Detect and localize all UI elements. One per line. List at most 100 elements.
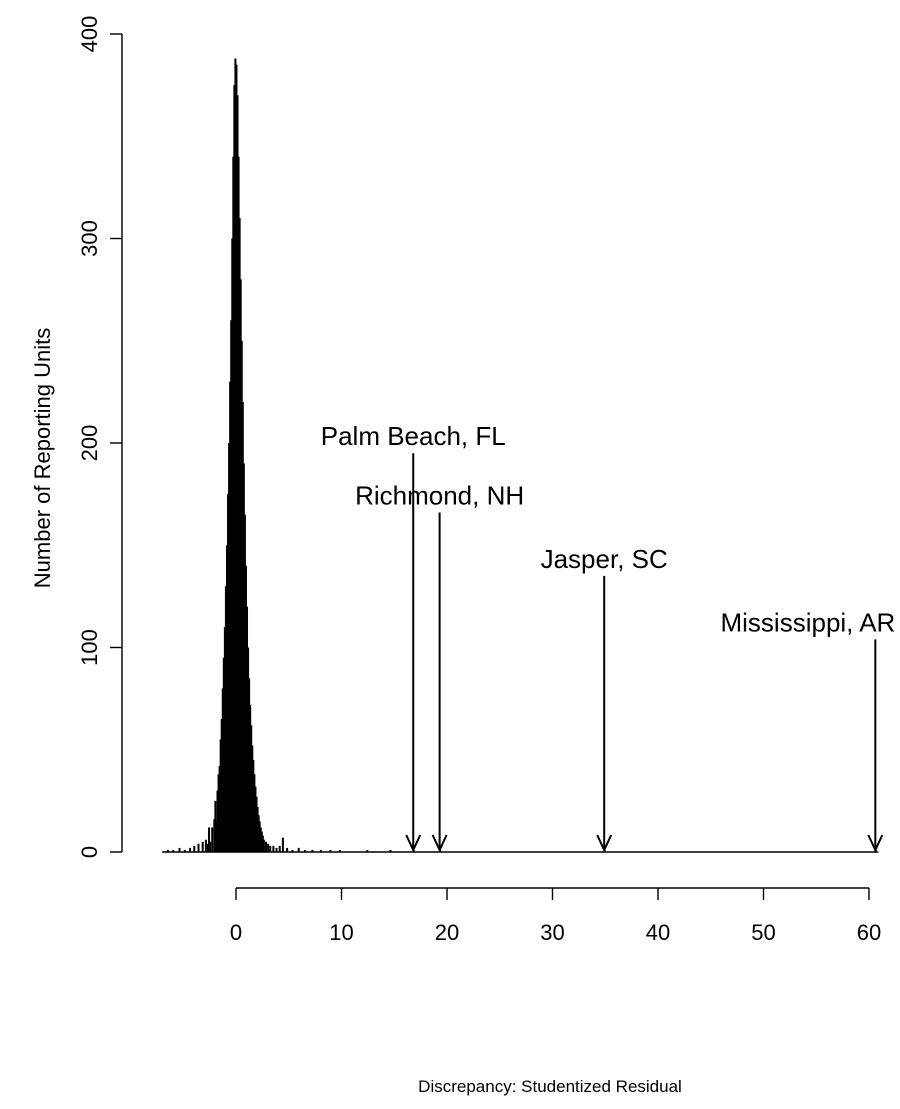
histogram-bar-22 — [222, 657, 225, 853]
histogram-bar-34 — [235, 64, 238, 853]
histogram-bar-51 — [253, 774, 256, 852]
histogram-bar-69 — [291, 849, 294, 852]
annotation-arrowhead-1 — [431, 834, 448, 853]
histogram-bar-21 — [221, 688, 224, 852]
histogram-bar-50 — [252, 759, 255, 852]
histogram-bar-42 — [243, 514, 246, 853]
histogram-bar-72 — [311, 849, 314, 852]
annotation-label-1: Richmond, NH — [355, 481, 524, 511]
histogram-bar-14 — [214, 800, 217, 853]
histogram-bar-2 — [178, 847, 181, 852]
histogram-bar-5 — [193, 845, 196, 852]
histogram-bar-57 — [259, 827, 262, 852]
histogram-bar-28 — [229, 381, 232, 852]
y-axis-label: Number of Reporting Units — [30, 328, 55, 588]
y-tick-label-200: 200 — [77, 425, 102, 462]
histogram-bar-44 — [246, 606, 249, 852]
histogram-bar-31 — [232, 156, 235, 852]
histogram-bar-61 — [265, 841, 268, 852]
histogram-bar-64 — [272, 845, 275, 852]
x-tick-label-60: 60 — [857, 920, 881, 945]
histogram-bar-70 — [297, 847, 300, 852]
histogram-bar-53 — [255, 796, 258, 852]
histogram-bar-30 — [231, 238, 234, 852]
histogram-bar-74 — [329, 849, 332, 852]
histogram-bar-18 — [218, 766, 221, 852]
histogram-bar-0 — [166, 849, 169, 852]
histogram-bar-32 — [233, 85, 236, 853]
histogram-bar-7 — [201, 841, 204, 852]
y-tick-label-300: 300 — [77, 220, 102, 257]
annotations: Palm Beach, FL Richmond, NH Jasper, SC Miss… — [321, 421, 896, 853]
histogram-bar-9 — [206, 843, 209, 852]
histogram-bar-38 — [239, 279, 242, 852]
annotation-label-0: Palm Beach, FL — [321, 421, 506, 451]
histogram-bar-19 — [219, 739, 222, 852]
histogram-bar-10 — [208, 827, 211, 852]
histogram-bar-52 — [254, 786, 257, 852]
histogram-bar-73 — [319, 849, 322, 852]
x-tick-label-30: 30 — [540, 920, 564, 945]
histogram-bar-26 — [227, 494, 230, 853]
histogram-bar-35 — [236, 95, 239, 853]
histogram-bar-39 — [240, 340, 243, 852]
histogram-bar-63 — [269, 845, 272, 852]
y-tick-label-400: 400 — [77, 16, 102, 53]
x-tick-label-20: 20 — [435, 920, 459, 945]
histogram-bar-66 — [278, 845, 281, 852]
histogram-bar-33 — [234, 58, 237, 853]
y-tick-label-100: 100 — [77, 629, 102, 666]
histogram-bars — [162, 58, 879, 853]
histogram-bar-58 — [260, 831, 263, 852]
y-tick-label-0: 0 — [77, 846, 102, 858]
histogram-bar-4 — [189, 847, 192, 852]
histogram-bar-68 — [286, 847, 289, 852]
annotation-arrowhead-0 — [405, 834, 422, 853]
annotation-label-3: Mississippi, AR — [721, 607, 896, 637]
histogram-bar-29 — [230, 320, 233, 852]
histogram-bar-43 — [244, 565, 247, 852]
histogram-bar-77 — [389, 849, 392, 852]
x-tick-label-40: 40 — [646, 920, 670, 945]
histogram-bar-17 — [217, 774, 220, 852]
histogram-bar-60 — [262, 839, 265, 852]
histogram-bar-71 — [304, 849, 307, 852]
annotation-arrowhead-3 — [867, 834, 884, 853]
histogram-bar-76 — [366, 849, 369, 852]
histogram-bar-67 — [281, 837, 284, 852]
histogram-bar-25 — [225, 545, 228, 852]
y-axis: 0 100 200 300 400 — [77, 16, 123, 858]
histogram-bar-54 — [256, 807, 259, 852]
x-tick-label-50: 50 — [751, 920, 775, 945]
histogram-bar-24 — [224, 586, 227, 852]
histogram-bar-59 — [261, 835, 264, 852]
histogram-bar-15 — [215, 821, 218, 852]
x-tick-label-0: 0 — [230, 920, 242, 945]
histogram-bar-41 — [242, 463, 245, 852]
histogram-bar-13 — [213, 819, 216, 852]
histogram-bar-20 — [220, 719, 223, 852]
histogram-bar-8 — [204, 839, 207, 852]
annotation-arrowhead-2 — [596, 834, 613, 853]
histogram-bar-16 — [216, 790, 219, 852]
annotation-label-2: Jasper, SC — [541, 544, 668, 574]
histogram-bar-1 — [172, 849, 175, 852]
histogram-bar-3 — [183, 849, 186, 852]
histogram-bar-6 — [197, 843, 200, 852]
histogram-bar-23 — [223, 627, 226, 852]
histogram-bar-37 — [238, 218, 241, 853]
histogram-bar-55 — [257, 815, 260, 852]
histogram-bar-65 — [275, 847, 278, 852]
histogram-bar-11 — [209, 841, 212, 852]
histogram-bar-46 — [248, 678, 251, 852]
histogram-bar-27 — [228, 443, 231, 852]
histogram-bar-56 — [258, 821, 261, 852]
histogram-bar-75 — [338, 849, 341, 852]
histogram-bar-36 — [237, 156, 240, 852]
histogram-bar-12 — [211, 827, 214, 852]
x-tick-label-10: 10 — [329, 920, 353, 945]
histogram-bar-45 — [247, 647, 250, 852]
histogram-bar-40 — [241, 402, 244, 852]
histogram-bar-48 — [250, 725, 253, 852]
